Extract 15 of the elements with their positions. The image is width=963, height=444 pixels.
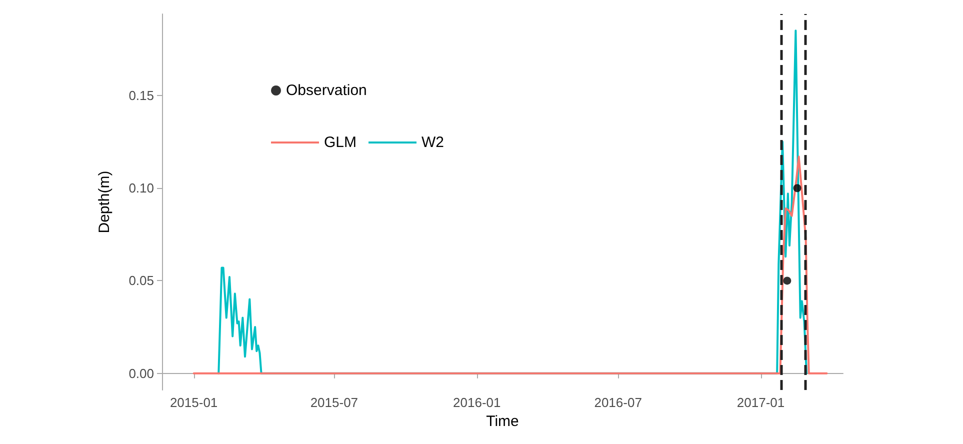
- x-axis-title: Time: [486, 413, 519, 430]
- legend-label: Observation: [286, 82, 367, 99]
- x-tick-label: 2015-07: [310, 395, 358, 410]
- y-axis-title: Depth(m): [96, 170, 113, 234]
- x-tick-label: 2015-01: [170, 395, 218, 410]
- y-tick-label: 0.15: [128, 88, 154, 103]
- y-tick-label: 0.00: [128, 366, 154, 381]
- legend-label: W2: [422, 134, 444, 151]
- line-series: [192, 156, 828, 374]
- x-tick-label: 2016-07: [594, 395, 642, 410]
- legend-label: GLM: [324, 134, 357, 151]
- y-tick-label: 0.10: [128, 180, 154, 196]
- x-tick-label: 2017-01: [736, 395, 785, 410]
- y-tick-label: 0.05: [128, 273, 154, 288]
- x-tick-label: 2016-01: [453, 395, 501, 410]
